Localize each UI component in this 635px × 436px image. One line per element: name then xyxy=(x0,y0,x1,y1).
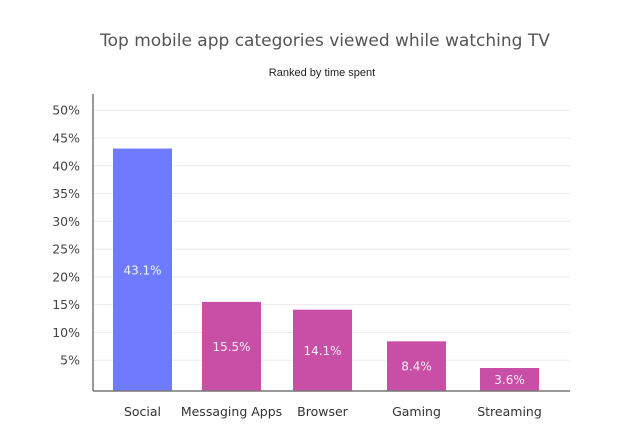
y-tick-label: 15% xyxy=(52,297,80,312)
y-tick-label: 30% xyxy=(52,214,80,229)
data-label: 8.4% xyxy=(401,360,432,374)
chart-title: Top mobile app categories viewed while w… xyxy=(99,31,550,51)
bar xyxy=(293,309,352,391)
x-tick-label: Social xyxy=(124,404,161,419)
data-label: 3.6% xyxy=(494,373,525,387)
data-label: 43.1% xyxy=(123,263,161,277)
y-tick-label: 20% xyxy=(52,269,80,284)
y-tick-label: 50% xyxy=(52,103,80,118)
data-label: 14.1% xyxy=(303,344,341,358)
x-tick-label: Gaming xyxy=(392,404,441,419)
x-tick-label: Messaging Apps xyxy=(181,404,282,419)
bar xyxy=(387,341,446,391)
chart-subtitle: Ranked by time spent xyxy=(269,67,375,79)
x-tick-label: Browser xyxy=(297,404,349,419)
y-tick-label: 35% xyxy=(52,186,80,201)
x-tick-label: Streaming xyxy=(477,404,542,419)
y-tick-label: 25% xyxy=(52,242,80,257)
data-label: 15.5% xyxy=(212,340,250,354)
y-tick-label: 45% xyxy=(52,131,80,146)
bar xyxy=(480,368,539,391)
y-tick-label: 10% xyxy=(52,325,80,340)
bar xyxy=(113,148,172,391)
bar xyxy=(202,301,261,391)
y-tick-label: 40% xyxy=(52,158,80,173)
y-tick-label: 5% xyxy=(60,353,80,368)
